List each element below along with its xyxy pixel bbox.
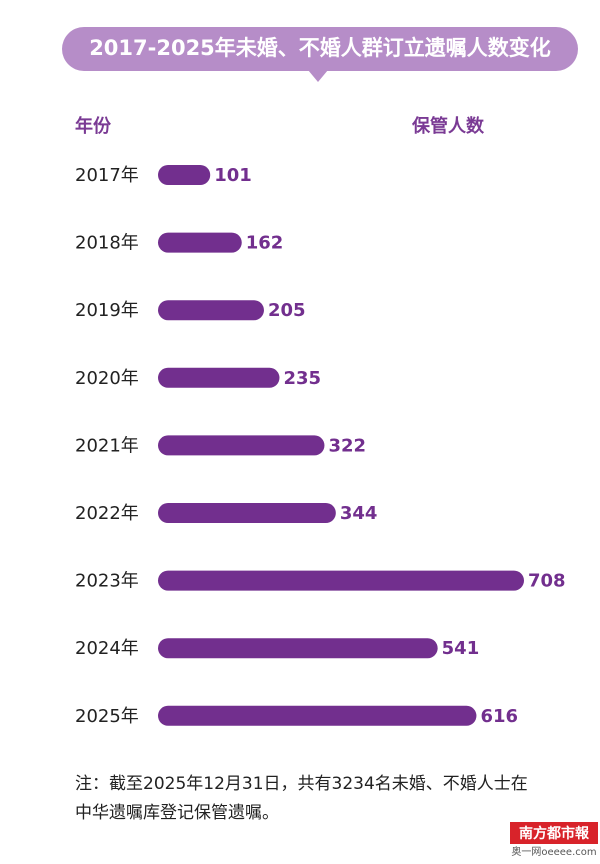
source-logo: [510, 822, 598, 844]
value-label: 708: [528, 571, 566, 592]
category-label: 2023年: [75, 571, 139, 592]
source-logo-text: 南方都市報: [519, 825, 590, 842]
bar: [158, 705, 477, 726]
category-label: 2017年: [75, 165, 139, 186]
category-label: 2020年: [75, 368, 139, 389]
bar: [158, 367, 280, 388]
category-label: 2018年: [75, 233, 139, 254]
bar: [158, 300, 264, 321]
category-label: 2021年: [75, 435, 139, 456]
bar: [158, 570, 524, 591]
category-label: 2022年: [75, 503, 139, 524]
category-label: 2024年: [75, 638, 139, 659]
value-label: 322: [328, 435, 366, 456]
bar: [158, 435, 325, 456]
category-label: 2025年: [75, 706, 139, 727]
value-label: 101: [214, 165, 252, 186]
bar: [158, 232, 242, 253]
note-line: 注：截至2025年12月31日，共有3234名未婚、不婚人士在: [75, 774, 528, 794]
category-header: 年份: [75, 115, 112, 137]
value-header: 保管人数: [411, 115, 485, 137]
value-label: 344: [340, 503, 378, 524]
title-pointer: [308, 70, 328, 82]
value-label: 541: [442, 638, 480, 659]
value-label: 162: [246, 233, 284, 254]
bar: [158, 638, 438, 659]
value-label: 616: [480, 706, 518, 727]
chart-title: 2017-2025年未婚、不婚人群订立遗嘱人数变化: [89, 36, 551, 60]
note-line: 中华遗嘱库登记保管遗嘱。: [75, 803, 279, 823]
bar: [158, 503, 336, 523]
value-label: 235: [283, 368, 321, 389]
source-site: 奥一网oeeee.com: [511, 845, 596, 858]
title-banner: [62, 27, 578, 71]
value-label: 205: [268, 300, 306, 321]
category-label: 2019年: [75, 300, 139, 321]
bar: [158, 165, 211, 185]
